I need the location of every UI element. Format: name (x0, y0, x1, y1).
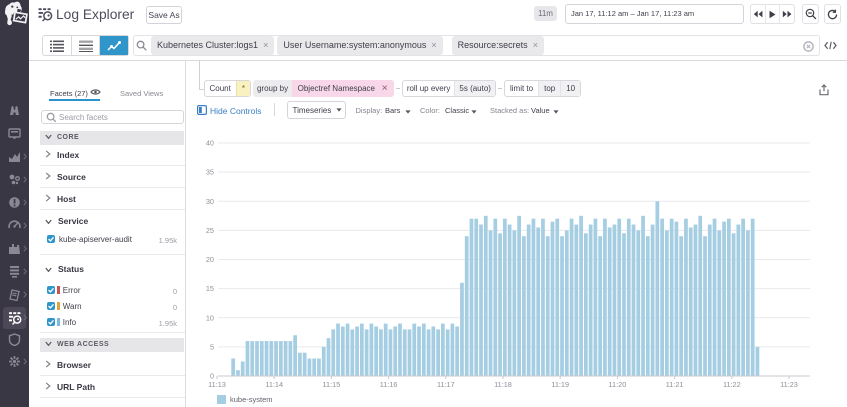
svg-text:5: 5 (210, 342, 214, 351)
svg-text:15: 15 (206, 284, 214, 293)
svg-text:35: 35 (206, 168, 214, 177)
svg-text:11:20: 11:20 (609, 380, 627, 389)
svg-text:20: 20 (206, 255, 214, 264)
svg-text:11:15: 11:15 (323, 380, 341, 389)
svg-text:11:19: 11:19 (551, 380, 569, 389)
svg-text:0: 0 (210, 372, 214, 381)
svg-text:11:16: 11:16 (380, 380, 398, 389)
svg-text:11:14: 11:14 (265, 380, 283, 389)
svg-text:11:21: 11:21 (666, 380, 684, 389)
svg-text:25: 25 (206, 226, 214, 235)
svg-text:30: 30 (206, 197, 214, 206)
svg-text:11:22: 11:22 (723, 380, 741, 389)
svg-text:11:18: 11:18 (494, 380, 512, 389)
svg-text:11:23: 11:23 (780, 380, 798, 389)
svg-text:11:17: 11:17 (437, 380, 455, 389)
svg-text:11:13: 11:13 (208, 380, 226, 389)
svg-text:10: 10 (206, 313, 214, 322)
svg-text:40: 40 (206, 139, 214, 148)
